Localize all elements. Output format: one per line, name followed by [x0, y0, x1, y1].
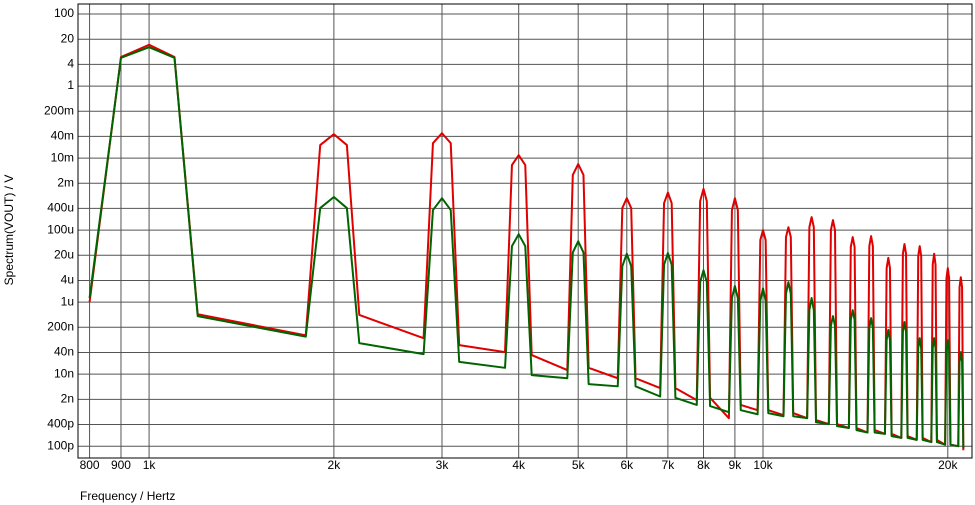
x-tick-label: 9k: [729, 458, 743, 472]
y-tick-label: 100p: [47, 438, 74, 452]
y-tick-label: 40n: [54, 345, 74, 359]
y-tick-label: 20u: [54, 247, 74, 261]
series-line: [88, 43, 965, 451]
x-tick-label: 20k: [938, 458, 958, 472]
tick-labels: 800 900 1k 2k 3k 4k 5k 6k 7k 8k 9k 10k 20k 100 20 4 1 200…: [44, 6, 959, 472]
y-tick-label: 400u: [47, 201, 74, 215]
y-tick-label: 4u: [61, 273, 74, 287]
x-tick-label: 3k: [436, 458, 450, 472]
y-tick-label: 200n: [47, 319, 74, 333]
x-tick-label: 1k: [143, 458, 157, 472]
x-tick-label: 7k: [662, 458, 676, 472]
y-tick-label: 1u: [61, 294, 74, 308]
x-axis-title: Frequency / Hertz: [80, 489, 175, 503]
plot-lines: [88, 43, 965, 451]
y-tick-label: 2n: [61, 392, 74, 406]
y-tick-label: 200m: [44, 103, 74, 117]
y-tick-label: 100u: [47, 222, 74, 236]
y-tick-label: 2m: [57, 175, 74, 189]
plot-frame: [77, 3, 973, 459]
x-tick-label: 6k: [620, 458, 634, 472]
x-tick-label: 800: [80, 458, 100, 472]
y-axis-title: Spectrum(VOUT) / V: [2, 175, 16, 286]
grid: [78, 4, 972, 458]
y-tick-label: 400p: [47, 417, 74, 431]
x-tick-label: 8k: [697, 458, 711, 472]
x-tick-label: 5k: [572, 458, 586, 472]
y-tick-label: 10n: [54, 366, 74, 380]
y-tick-label: 100: [54, 6, 74, 20]
y-tick-label: 10m: [51, 150, 74, 164]
y-tick-label: 40m: [51, 129, 74, 143]
x-tick-label: 4k: [512, 458, 526, 472]
x-tick-label: 2k: [328, 458, 342, 472]
x-tick-label: 10k: [753, 458, 773, 472]
series-line: [88, 46, 965, 449]
y-tick-label: 1: [67, 78, 74, 92]
y-tick-label: 20: [61, 31, 75, 45]
y-tick-label: 4: [67, 57, 74, 71]
x-tick-label: 900: [111, 458, 131, 472]
